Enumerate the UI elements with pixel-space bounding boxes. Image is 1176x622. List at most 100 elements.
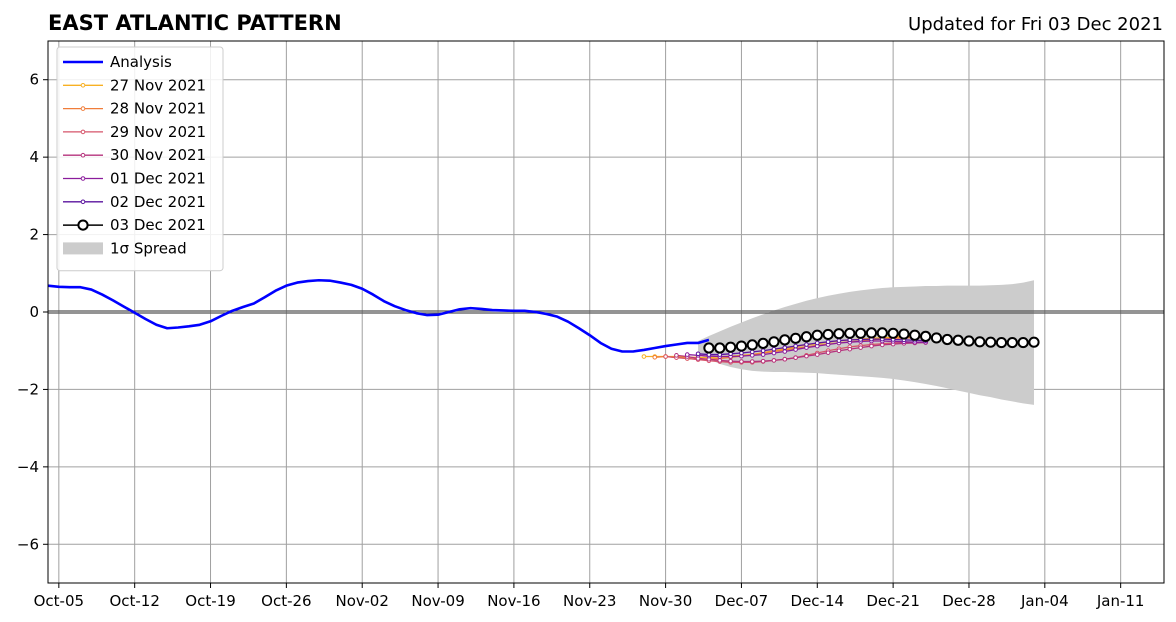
current-forecast-point (876, 327, 888, 339)
forecast-point (728, 358, 733, 364)
current-forecast-point (844, 327, 856, 339)
x-tick-label: Nov-16 (487, 592, 540, 610)
legend-marker (80, 199, 86, 205)
forecast-point (760, 348, 766, 354)
legend-marker (80, 152, 86, 158)
forecast-point (782, 356, 788, 362)
series-7 (703, 327, 1040, 354)
forecast-point (739, 359, 744, 364)
current-forecast-point (865, 327, 878, 339)
forecast-point (869, 343, 874, 349)
current-forecast-point (985, 336, 997, 348)
current-forecast-point (898, 328, 910, 340)
legend-marker (80, 106, 86, 111)
current-forecast-point (735, 340, 748, 352)
x-tick-label: Jan-11 (1096, 592, 1145, 610)
chart-title: EAST ATLANTIC PATTERN (48, 11, 342, 35)
legend-marker (77, 219, 89, 231)
x-tick-label: Nov-09 (411, 592, 464, 610)
current-forecast-point (1006, 336, 1018, 349)
current-forecast-point (768, 336, 780, 348)
current-forecast-point (725, 341, 737, 353)
current-forecast-point (714, 342, 726, 354)
legend-entry: 30 Nov 2021 (63, 146, 206, 164)
x-tick-label: Dec-07 (715, 592, 769, 610)
current-forecast-point (974, 336, 986, 348)
current-forecast-point (703, 342, 715, 354)
y-tick-label: 0 (29, 303, 39, 321)
forecast-point (771, 346, 777, 352)
legend-marker (80, 83, 86, 88)
legend-label: Analysis (110, 53, 172, 71)
forecast-point (782, 349, 788, 354)
current-forecast-point (930, 332, 943, 344)
current-forecast-point (952, 334, 964, 346)
current-forecast-point (757, 337, 769, 349)
legend-label: 01 Dec 2021 (110, 170, 206, 188)
forecast-point (749, 359, 755, 364)
current-forecast-point (811, 329, 823, 341)
current-forecast-point (941, 333, 953, 346)
legend-entry: 02 Dec 2021 (63, 193, 206, 211)
x-tick-label: Oct-26 (261, 592, 311, 610)
current-forecast-point (909, 329, 921, 341)
forecast-point (847, 346, 853, 352)
current-forecast-point (855, 327, 867, 339)
legend-entry: 01 Dec 2021 (63, 170, 206, 188)
forecast-point (749, 349, 755, 355)
forecast-point (814, 352, 820, 357)
forecast-point (739, 350, 744, 356)
forecast-point (814, 340, 820, 346)
legend-entry: 28 Nov 2021 (63, 100, 206, 118)
forecast-point (825, 339, 831, 345)
x-tick-label: Oct-12 (109, 592, 159, 610)
forecast-point (793, 343, 798, 349)
current-forecast-point (800, 331, 813, 343)
forecast-point (760, 358, 766, 364)
y-tick-label: −2 (17, 380, 39, 398)
forecast-point (804, 342, 809, 347)
series-lines (47, 278, 1040, 365)
series-0 (47, 278, 710, 353)
legend-label: 29 Nov 2021 (110, 123, 206, 141)
current-forecast-point (963, 335, 975, 347)
legend-entry: 29 Nov 2021 (63, 123, 206, 141)
legend-label: 03 Dec 2021 (110, 216, 206, 234)
legend-marker (80, 176, 86, 181)
legend-label: 1σ Spread (110, 239, 187, 257)
forecast-point (684, 352, 690, 357)
x-tick-label: Nov-02 (336, 592, 389, 610)
forecast-point (879, 342, 885, 348)
y-tick-label: −6 (17, 535, 39, 553)
x-tick-label: Oct-19 (185, 592, 235, 610)
current-forecast-point (920, 330, 932, 342)
forecast-point (641, 354, 647, 359)
forecast-point (771, 350, 777, 356)
current-forecast-point (1017, 336, 1029, 349)
legend: Analysis 27 Nov 2021 28 Nov 2021 29 Nov 202… (56, 46, 224, 272)
current-forecast-point (822, 328, 834, 341)
x-tick-label: Dec-28 (942, 592, 996, 610)
legend-box (56, 46, 224, 272)
forecast-point (652, 354, 658, 360)
forecast-point (717, 358, 723, 363)
x-tick-label: Oct-05 (34, 592, 84, 610)
forecast-point (804, 353, 809, 359)
legend-entry: 03 Dec 2021 (63, 216, 206, 234)
current-forecast-point (790, 332, 802, 344)
forecast-point (760, 352, 766, 357)
forecast-point (836, 348, 842, 354)
current-forecast-point (995, 336, 1008, 349)
x-tick-label: Jan-04 (1020, 592, 1069, 610)
forecast-line (698, 338, 926, 356)
legend-label: 02 Dec 2021 (110, 193, 206, 211)
legend-swatch (63, 242, 103, 255)
series-6 (695, 336, 928, 357)
forecast-point (674, 353, 679, 358)
x-tick-label: Dec-21 (866, 592, 920, 610)
legend-entry: Analysis (63, 53, 172, 71)
legend-label: 27 Nov 2021 (110, 76, 206, 94)
x-tick-label: Nov-30 (639, 592, 692, 610)
forecast-point (663, 354, 668, 359)
